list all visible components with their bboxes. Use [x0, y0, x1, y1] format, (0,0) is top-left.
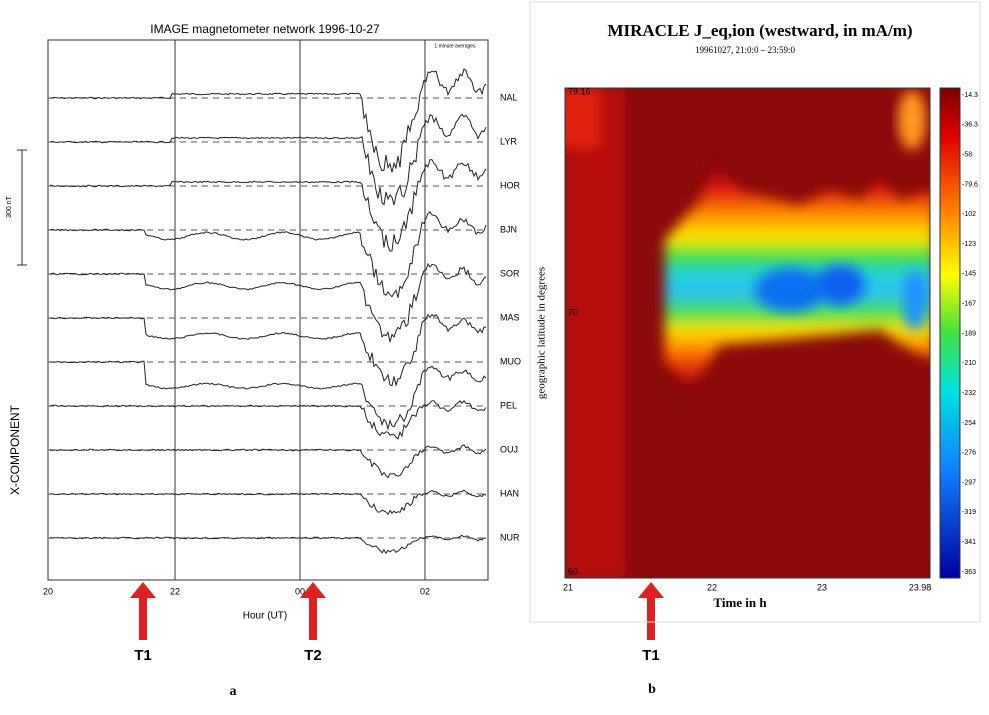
marker-label: T1 [134, 647, 152, 664]
x-label-a: Hour (UT) [243, 611, 287, 622]
x-tick-label: 02 [420, 586, 430, 596]
colorbar-tick-label: -319 [962, 509, 976, 516]
colorbar-tick-label: -102 [962, 211, 976, 218]
station-label: OUJ [500, 444, 518, 454]
x-tick-label: 20 [43, 586, 53, 596]
colorbar-tick-label: -123 [962, 241, 976, 248]
caption-b: b [648, 682, 656, 697]
colorbar-tick-label: -254 [962, 420, 976, 427]
scale-label: 300 nT [6, 195, 13, 218]
frame-a [47, 39, 489, 581]
colorbar-tick-label: -167 [962, 301, 976, 308]
station-label: MAS [500, 312, 520, 322]
station-label: LYR [500, 136, 517, 146]
colorbar-tick-label: -341 [962, 539, 976, 546]
subtitle-b: 19961027, 21:0:0 – 23:59:0 [695, 45, 796, 55]
x-tick-label: 21 [563, 582, 573, 592]
trace [49, 489, 487, 516]
colorbar-tick-label: -297 [962, 479, 976, 486]
x-tick-label: 00 [295, 586, 305, 596]
y-tick-label: 70 [568, 307, 578, 317]
title-b: MIRACLE J_eq,ion (westward, in mA/m) [607, 21, 912, 40]
arrow [638, 582, 664, 640]
marker-label: T2 [304, 647, 322, 664]
colorbar-tick-label: -14.3 [962, 92, 978, 99]
colorbar-tick-label: -189 [962, 330, 976, 337]
caption-a: a [230, 684, 237, 699]
y-tick-label: 60 [568, 566, 578, 576]
trace [49, 262, 487, 343]
colorbar-tick-label: -232 [962, 390, 976, 397]
colorbar-tick-label: -58 [962, 151, 972, 158]
marker-label: T1 [642, 647, 660, 664]
trace [49, 313, 487, 387]
heatmap [565, 88, 930, 578]
x-tick-label: 23.98 [909, 582, 932, 592]
station-label: MUO [500, 356, 521, 366]
station-label: HOR [500, 180, 521, 190]
station-label: SOR [500, 268, 520, 278]
x-tick-label: 23 [817, 582, 827, 592]
colorbar-tick-label: -145 [962, 271, 976, 278]
trace [49, 399, 487, 440]
station-label: NAL [500, 92, 518, 102]
x-tick-label: 22 [707, 582, 717, 592]
trace [49, 159, 487, 252]
note: 1 minute averages [434, 43, 476, 49]
station-label: HAN [500, 488, 519, 498]
trace [49, 68, 487, 173]
trace [49, 444, 487, 479]
y-label-a: X-COMPONENT [8, 404, 22, 495]
colorbar-tick-label: -79.6 [962, 181, 978, 188]
x-label-b: Time in h [713, 595, 767, 610]
trace [49, 113, 487, 206]
y-tick-label: 79.16 [568, 86, 591, 96]
station-label: BJN [500, 224, 517, 234]
colorbar-tick-label: -276 [962, 450, 976, 457]
trace [49, 534, 487, 555]
heatmap-frame [564, 87, 931, 579]
station-label: NUR [500, 532, 520, 542]
frame-b [529, 1, 981, 623]
time-lines [174, 40, 426, 580]
arrow [300, 582, 326, 640]
colorbar [939, 87, 961, 579]
colorbar-tick-label: -363 [962, 569, 976, 576]
y-label-b: geographic latitude in degrees [536, 267, 548, 399]
colorbar-tick-label: -210 [962, 360, 976, 367]
x-tick-label: 22 [170, 586, 180, 596]
trace [49, 211, 487, 298]
trace [49, 360, 487, 431]
colorbar-tick-label: -36.3 [962, 122, 978, 129]
arrow [130, 582, 156, 640]
station-label: PEL [500, 400, 517, 410]
title-a: IMAGE magnetometer network 1996-10-27 [150, 22, 380, 36]
scale-bar [17, 149, 27, 266]
